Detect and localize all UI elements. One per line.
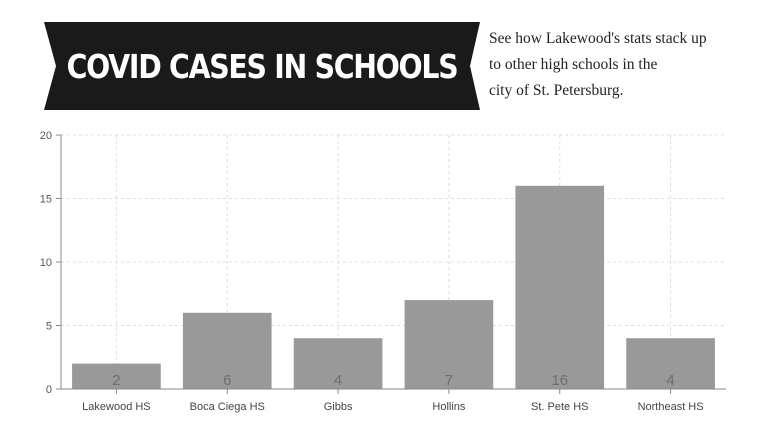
bar	[72, 363, 161, 389]
x-tick-label: Lakewood HS	[82, 401, 151, 413]
bar	[293, 338, 383, 389]
bar	[515, 185, 605, 389]
y-tick-label: 20	[40, 130, 52, 142]
y-axis-ticks: 0 5 10 15 20	[40, 130, 61, 396]
banner-ribbon-shape	[44, 22, 480, 110]
description-text: See how Lakewood's stats stack up to oth…	[489, 30, 707, 99]
x-tick-label: St. Pete HS	[531, 401, 588, 413]
bar-value-label: 2	[112, 372, 120, 389]
bar-value-label: 4	[666, 372, 674, 389]
chart-title: COVID CASES IN SCHOOLS	[66, 46, 459, 86]
y-tick-label: 0	[46, 384, 52, 396]
bars: 2 6 4 7 16 4	[72, 185, 715, 389]
y-tick-label: 15	[40, 194, 52, 206]
x-tick-label: Boca Ciega HS	[190, 401, 265, 413]
bar-value-label: 6	[223, 372, 231, 389]
title-banner: COVID CASES IN SCHOOLS	[44, 22, 480, 110]
x-tick-label: Hollins	[432, 401, 466, 413]
bar-value-label: 4	[334, 372, 342, 389]
y-tick-label: 10	[40, 257, 52, 269]
x-axis-ticks: Lakewood HS Boca Ciega HS Gibbs Hollins St. …	[82, 389, 704, 413]
bar-value-label: 16	[551, 372, 568, 389]
bar-chart: 0 5 10 15 20 2 6 4 7 16 4 Lakewood HS Boca Ciega H…	[40, 130, 726, 413]
bar	[404, 300, 494, 389]
x-tick-label: Gibbs	[324, 401, 353, 413]
bar	[182, 312, 272, 389]
bar	[626, 338, 715, 389]
bar-value-label: 7	[445, 372, 453, 389]
y-tick-label: 5	[46, 321, 52, 333]
x-tick-label: Northeast HS	[638, 401, 704, 413]
